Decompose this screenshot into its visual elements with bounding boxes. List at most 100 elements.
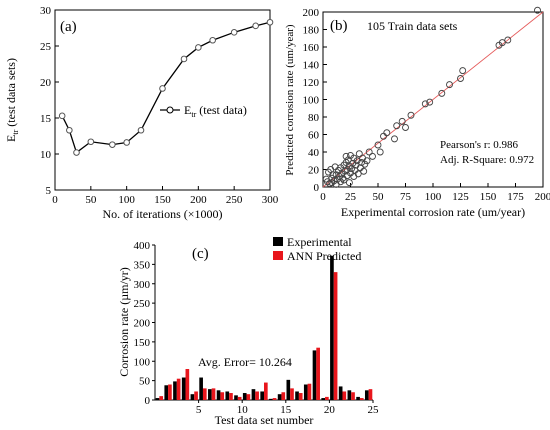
bar-ann-predicted <box>351 392 355 400</box>
bar-experimental <box>173 381 177 400</box>
bar-ann-predicted <box>325 396 329 400</box>
bar-ann-predicted <box>368 389 373 400</box>
panel-a-series <box>58 18 274 156</box>
bar-experimental <box>181 377 186 400</box>
x-tick-label: 15 <box>280 404 292 416</box>
y-tick-label: 100 <box>303 95 320 107</box>
y-tick-label: 100 <box>134 356 151 368</box>
data-point <box>87 138 95 146</box>
y-tick-label: 400 <box>134 240 151 252</box>
panel-a-frame <box>54 9 271 191</box>
bar-experimental <box>260 391 264 400</box>
scatter-point <box>350 173 358 180</box>
data-point <box>209 36 216 44</box>
scatter-point <box>446 81 453 89</box>
x-tick-label: 100 <box>118 194 135 206</box>
y-tick-label: 350 <box>134 259 151 271</box>
y-tick-label: 5 <box>46 185 52 197</box>
bar-ann-predicted <box>229 393 233 400</box>
x-tick-label: 50 <box>373 191 385 203</box>
bar-ann-predicted <box>342 391 347 400</box>
scatter-point <box>426 98 434 106</box>
scatter-point <box>342 152 350 160</box>
y-tick-label: 25 <box>40 41 52 53</box>
scatter-point <box>369 152 376 160</box>
scatter-point <box>438 89 446 97</box>
panel-c-x-ticks: 5 10 15 20 25 <box>196 400 379 416</box>
scatter-point <box>331 163 339 171</box>
panel-b-y-axis-label: Predicted corrosion rate (um/year) <box>284 24 296 176</box>
y-tick-label: 20 <box>308 165 320 177</box>
data-point <box>66 126 73 134</box>
bar-ann-predicted <box>264 382 268 400</box>
panel-b: 0 25 50 75 100 125 150 175 200 0 20 40 60 80 100 120 14… <box>284 6 550 219</box>
x-tick-label: 25 <box>345 191 357 203</box>
bar-ann-predicted <box>194 391 198 400</box>
scatter-point <box>355 150 363 158</box>
x-tick-label: 125 <box>452 191 469 203</box>
scatter-point <box>322 175 330 183</box>
bar-ann-predicted <box>333 272 338 400</box>
bar-experimental <box>277 394 282 400</box>
data-point <box>137 126 145 134</box>
x-tick-label: 50 <box>85 194 97 206</box>
bar-experimental <box>269 398 273 400</box>
legend-experimental-label: Experimental <box>287 235 352 249</box>
scatter-point <box>407 111 415 119</box>
x-tick-label: 20 <box>324 404 336 416</box>
y-tick-label: 150 <box>134 337 151 349</box>
bar-ann-predicted <box>281 392 286 400</box>
y-tick-label: 160 <box>303 42 320 54</box>
x-tick-label: 0 <box>52 194 58 206</box>
x-tick-label: 75 <box>400 191 412 203</box>
scatter-point <box>376 148 384 156</box>
y-tick-label: 300 <box>134 279 151 291</box>
data-point <box>159 85 166 92</box>
panel-a-y-ticks: 5 10 15 20 25 30 <box>40 5 59 197</box>
legend-swatch-ann-predicted <box>273 251 283 260</box>
data-point <box>73 149 80 156</box>
bar-ann-predicted <box>159 396 164 400</box>
x-tick-label: 100 <box>425 191 442 203</box>
bar-ann-predicted <box>202 388 207 400</box>
bar-experimental <box>364 390 369 400</box>
bar-ann-predicted <box>298 393 303 400</box>
y-tick-label: 60 <box>308 130 320 142</box>
bar-ann-predicted <box>316 347 320 400</box>
bar-experimental <box>225 391 230 400</box>
panel-c-y-ticks: 0 50 100 150 200 250 300 350 400 <box>134 240 155 407</box>
bar-experimental <box>199 377 203 400</box>
y-tick-label: 30 <box>40 5 52 17</box>
pearson-annotation: Pearson's r: 0.986 <box>440 139 519 151</box>
x-tick-label: 10 <box>237 404 249 416</box>
legend-marker <box>166 106 174 114</box>
bar-ann-predicted <box>168 384 172 400</box>
data-point <box>252 22 259 30</box>
panel-c-legend: Experimental ANN Predicted <box>273 235 361 263</box>
bar-experimental <box>251 389 256 400</box>
y-tick-label: 0 <box>145 395 151 407</box>
data-point <box>195 44 202 51</box>
legend-ann-predicted-label: ANN Predicted <box>287 249 361 263</box>
scatter-point <box>365 148 373 156</box>
y-tick-label: 50 <box>139 376 151 388</box>
y-tick-label: 80 <box>308 112 320 124</box>
bar-experimental <box>155 398 160 400</box>
bar-experimental <box>208 389 212 400</box>
x-tick-label: 150 <box>154 194 171 206</box>
bar-experimental <box>216 390 221 400</box>
bar-experimental <box>164 385 169 400</box>
bar-ann-predicted <box>246 394 251 400</box>
y-tick-label: 140 <box>303 60 320 72</box>
data-point <box>230 29 238 36</box>
data-point <box>58 112 66 120</box>
bar-ann-predicted <box>211 388 216 400</box>
scatter-point <box>459 67 467 75</box>
scatter-point <box>345 179 353 187</box>
scatter-point <box>361 160 369 168</box>
scatter-point <box>534 6 541 14</box>
r-square-annotation: Adj. R-Square: 0.972 <box>440 154 534 166</box>
avg-error-annotation: Avg. Error= 10.264 <box>198 355 292 369</box>
scatter-point <box>393 122 401 130</box>
